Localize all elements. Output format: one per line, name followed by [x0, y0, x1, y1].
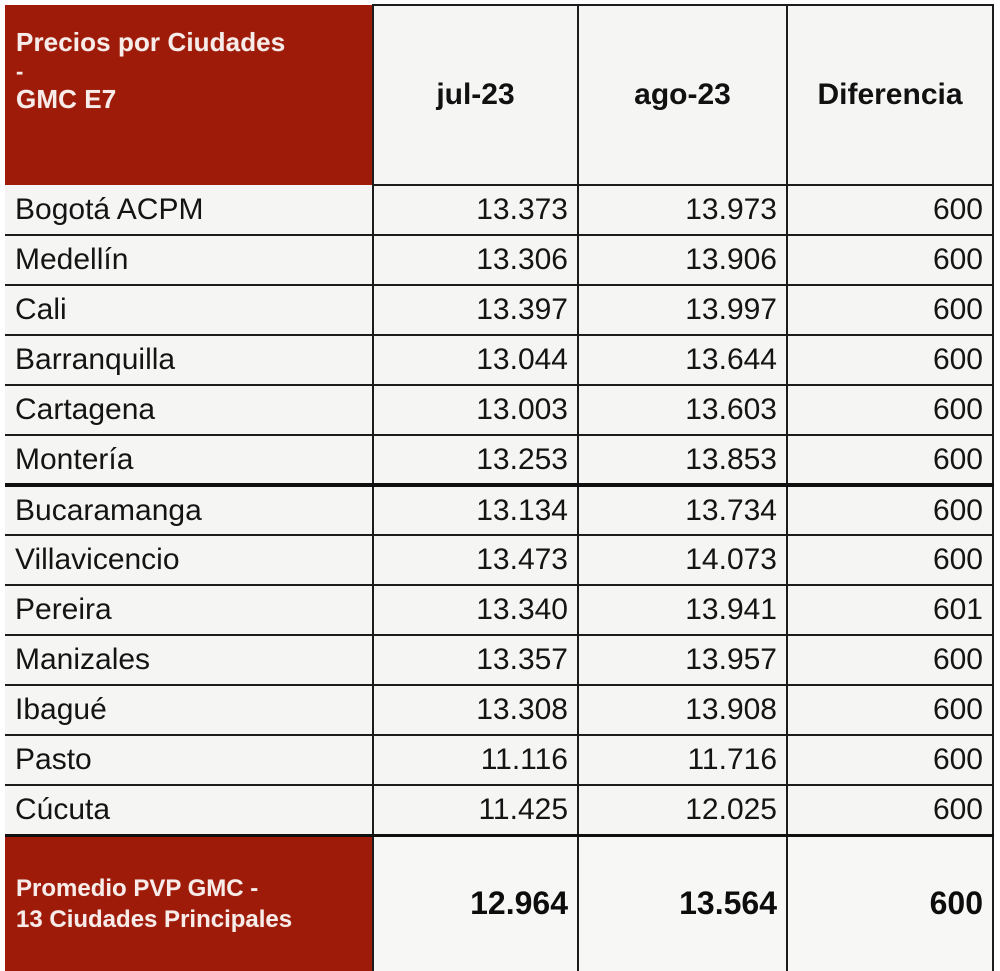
cell-ago-23: 13.941 [577, 585, 788, 636]
cell-diferencia: 600 [786, 335, 994, 386]
table-row: Ibagué 13.308 13.908 600 [5, 685, 994, 736]
cell-jul-23: 13.134 [373, 485, 579, 536]
cell-diferencia: 600 [786, 685, 994, 736]
cell-jul-23: 13.373 [373, 185, 579, 236]
cell-ago-23: 13.908 [577, 685, 788, 736]
cell-city: Montería [5, 435, 374, 487]
cell-ago-23: 12.025 [577, 785, 788, 837]
cell-city: Cali [5, 285, 374, 336]
cell-diferencia: 600 [786, 435, 994, 487]
column-header-jul-23: jul-23 [373, 4, 579, 186]
table-body: Bogotá ACPM 13.373 13.973 600 Medellín 13.306… [5, 185, 994, 837]
total-label-cell: Promedio PVP GMC - 13 Ciudades Principal… [5, 835, 374, 971]
total-value-diferencia: 600 [786, 835, 994, 971]
table-row: Villavicencio 13.473 14.073 600 [5, 535, 994, 586]
cell-ago-23: 13.853 [577, 435, 788, 487]
cell-city: Bogotá ACPM [5, 185, 374, 236]
table-header: Precios por Ciudades - GMC E7 jul-23 ago… [5, 4, 994, 186]
cell-jul-23: 11.425 [373, 785, 579, 837]
total-label-line-1: Promedio PVP GMC - [16, 874, 259, 902]
cell-jul-23: 13.473 [373, 535, 579, 586]
cell-city: Manizales [5, 635, 374, 686]
table-row: Cali 13.397 13.997 600 [5, 285, 994, 336]
cell-diferencia: 600 [786, 535, 994, 586]
cell-ago-23: 13.734 [577, 485, 788, 536]
cell-jul-23: 13.397 [373, 285, 579, 336]
cell-city: Cúcuta [5, 785, 374, 837]
cell-ago-23: 13.906 [577, 235, 788, 286]
cell-jul-23: 13.306 [373, 235, 579, 286]
table-row: Bogotá ACPM 13.373 13.973 600 [5, 185, 994, 236]
cell-city: Cartagena [5, 385, 374, 436]
table-row: Barranquilla 13.044 13.644 600 [5, 335, 994, 386]
cell-ago-23: 13.603 [577, 385, 788, 436]
cell-jul-23: 13.340 [373, 585, 579, 636]
precios-por-ciudades-table: Precios por Ciudades - GMC E7 jul-23 ago… [5, 4, 994, 971]
column-header-diferencia: Diferencia [786, 4, 994, 186]
cell-city: Ibagué [5, 685, 374, 736]
total-row: Promedio PVP GMC - 13 Ciudades Principal… [5, 835, 994, 971]
cell-jul-23: 11.116 [373, 735, 579, 786]
cell-jul-23: 13.044 [373, 335, 579, 386]
cell-ago-23: 13.997 [577, 285, 788, 336]
cell-diferencia: 600 [786, 235, 994, 286]
cell-city: Medellín [5, 235, 374, 286]
cell-city: Barranquilla [5, 335, 374, 386]
cell-diferencia: 600 [786, 185, 994, 236]
table-title-line-3: GMC E7 [16, 84, 117, 115]
cell-ago-23: 14.073 [577, 535, 788, 586]
table-row: Pasto 11.116 11.716 600 [5, 735, 994, 786]
cell-diferencia: 600 [786, 485, 994, 536]
cell-city: Villavicencio [5, 535, 374, 586]
cell-jul-23: 13.253 [373, 435, 579, 487]
cell-jul-23: 13.357 [373, 635, 579, 686]
cell-diferencia: 600 [786, 635, 994, 686]
table-title-line-1: Precios por Ciudades [16, 27, 286, 57]
table-row: Cartagena 13.003 13.603 600 [5, 385, 994, 436]
cell-city: Pereira [5, 585, 374, 636]
cell-ago-23: 13.957 [577, 635, 788, 686]
table-row: Pereira 13.340 13.941 601 [5, 585, 994, 636]
cell-ago-23: 13.973 [577, 185, 788, 236]
table-title-cell: Precios por Ciudades - GMC E7 [5, 5, 374, 185]
cell-diferencia: 601 [786, 585, 994, 636]
header-row: Precios por Ciudades - GMC E7 jul-23 ago… [5, 4, 994, 186]
column-header-ago-23: ago-23 [577, 4, 788, 186]
table-row: Montería 13.253 13.853 600 [5, 435, 994, 487]
cell-diferencia: 600 [786, 385, 994, 436]
cell-jul-23: 13.308 [373, 685, 579, 736]
cell-diferencia: 600 [786, 785, 994, 837]
table-footer: Promedio PVP GMC - 13 Ciudades Principal… [5, 835, 994, 971]
table-title-line-2: - [16, 58, 24, 84]
cell-diferencia: 600 [786, 285, 994, 336]
cell-city: Pasto [5, 735, 374, 786]
table-row: Bucaramanga 13.134 13.734 600 [5, 485, 994, 536]
total-value-ago-23: 13.564 [577, 835, 788, 971]
cell-diferencia: 600 [786, 735, 994, 786]
table-row: Cúcuta 11.425 12.025 600 [5, 785, 994, 837]
total-value-jul-23: 12.964 [373, 835, 579, 971]
cell-jul-23: 13.003 [373, 385, 579, 436]
table-row: Manizales 13.357 13.957 600 [5, 635, 994, 686]
cell-ago-23: 13.644 [577, 335, 788, 386]
table-row: Medellín 13.306 13.906 600 [5, 235, 994, 286]
cell-ago-23: 11.716 [577, 735, 788, 786]
cell-city: Bucaramanga [5, 485, 374, 536]
total-label-line-2: 13 Ciudades Principales [16, 905, 293, 933]
